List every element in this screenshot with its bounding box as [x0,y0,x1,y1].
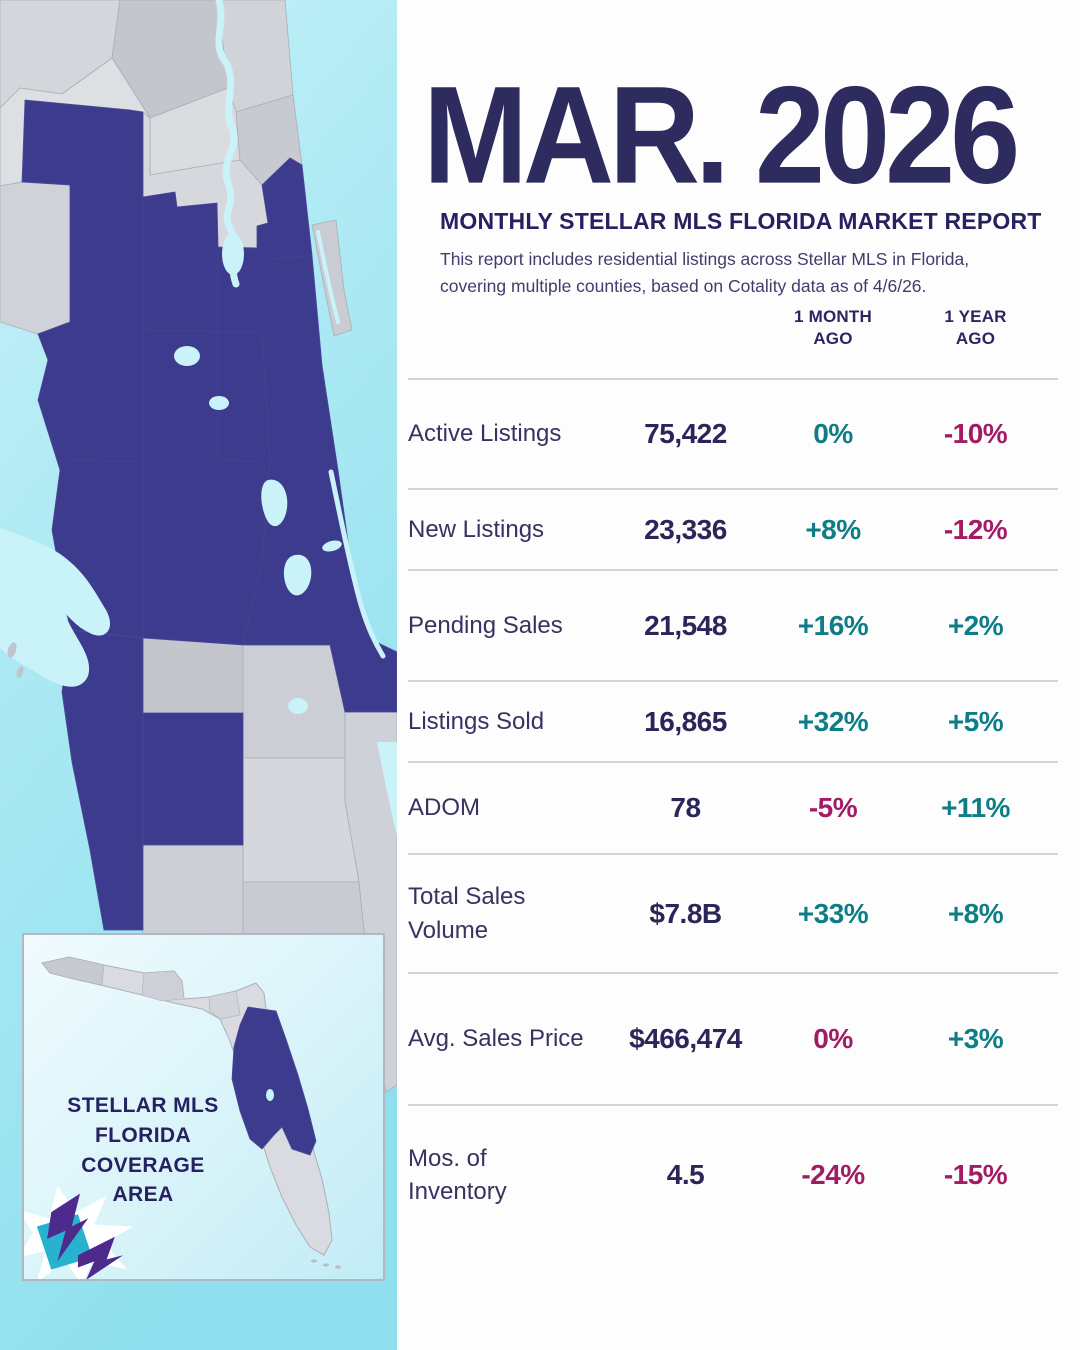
table-row-active-listings: Active Listings 75,422 0% -10% [408,378,1058,488]
metric-label: ADOM [408,794,480,822]
metric-month-change: 0% [813,418,853,449]
metric-value: 78 [670,792,701,823]
metric-value: $466,474 [629,1023,742,1054]
metric-month-change: +32% [797,705,869,737]
lake-harris [261,479,288,527]
metric-value: $7.8B [649,897,722,929]
metric-month-change: 0% [813,1023,853,1054]
metric-year-change: +8% [947,897,1004,929]
column-header-1-month-ago: 1 MONTH AGO [794,307,872,349]
lake-george [222,233,244,275]
halifax-river [316,230,340,324]
report-title: MAR. 2026 [423,57,1020,213]
water-features [0,0,397,836]
report-panel: MAR. 2026 MONTHLY STELLAR MLS FLORIDA MA… [397,0,1080,1350]
metric-year-change: +5% [947,705,1004,737]
lake [174,346,200,366]
florida-keys [311,1259,341,1269]
indian-river-lagoon [328,469,386,659]
metric-year-change: +2% [947,609,1004,641]
metric-label: Active Listings [408,420,562,448]
table-row-pending-sales: Pending Sales 21,548 +16% +2% [408,569,1058,680]
st-johns-river [215,0,240,288]
report-subtitle: MONTHLY STELLAR MLS FLORIDA MARKET REPOR… [440,208,1042,234]
column-header-1-year-ago: 1 YEAR AGO [944,307,1007,349]
florida-map-panel: STELLAR MLS FLORIDA COVERAGE AREA [0,0,397,1350]
logo-purple-bolt-2 [77,1236,124,1279]
logo-purple-bolt-1 [47,1193,89,1262]
table-row-avg-sales-price: Avg. Sales Price $466,474 0% +3% [408,972,1058,1104]
florida-county-map [0,0,397,1350]
metric-year-change: -15% [943,1159,1008,1190]
inset-county-shading [41,956,241,1020]
metric-label: Mos. of Inventory [408,1144,507,1205]
non-coverage-counties [0,0,397,1093]
metric-month-change: +16% [797,609,869,641]
inset-coverage-region [231,1006,317,1156]
metric-year-change: +3% [947,1023,1004,1054]
metric-month-change: +8% [805,513,861,545]
county-borders [69,197,313,646]
metric-month-change: +33% [797,897,869,929]
lake-toho [288,698,308,714]
metric-value: 75,422 [644,418,727,449]
metric-value: 16,865 [644,705,727,737]
inset-lake [266,1089,274,1101]
lake-apopka [283,554,312,596]
lake [209,396,229,410]
table-row-listings-sold: Listings Sold 16,865 +32% +5% [408,680,1058,761]
coverage-inset-box: STELLAR MLS FLORIDA COVERAGE AREA [22,933,385,1281]
table-row-adom: ADOM 78 -5% +11% [408,761,1058,853]
metric-value: 21,548 [644,609,727,641]
metric-year-change: -12% [943,513,1008,545]
metric-label: New Listings [408,515,545,543]
inset-florida-map [41,956,341,1269]
stats-table: 1 MONTH AGO 1 YEAR AGO Active Listings 7… [408,300,1058,1244]
metric-label: Pending Sales [408,611,563,639]
metric-year-change: +11% [941,792,1010,823]
table-row-new-listings: New Listings 23,336 +8% -12% [408,488,1058,569]
table-row-mos-of-inventory: Mos. of Inventory 4.5 -24% -15% [408,1104,1058,1244]
lake [322,540,342,552]
metric-label: Total Sales Volume [408,883,526,944]
report-description: This report includes residential listing… [440,249,970,296]
metric-value: 4.5 [666,1159,705,1190]
metric-label: Listings Sold [408,707,545,735]
metric-month-change: -24% [801,1159,865,1190]
stats-header-row: 1 MONTH AGO 1 YEAR AGO [408,300,1058,378]
tampa-bay [0,528,111,687]
metric-value: 23,336 [644,513,727,545]
metric-month-change: -5% [808,792,858,823]
stellar-mls-logo [24,1185,134,1279]
inset-coverage-label: STELLAR MLS FLORIDA COVERAGE AREA [67,1094,219,1207]
barrier-islands [7,642,24,678]
metric-label: Avg. Sales Price [408,1025,584,1053]
coastal-water [377,742,397,836]
metric-year-change: -10% [943,418,1008,449]
table-row-total-sales-volume: Total Sales Volume $7.8B +33% +8% [408,853,1058,972]
